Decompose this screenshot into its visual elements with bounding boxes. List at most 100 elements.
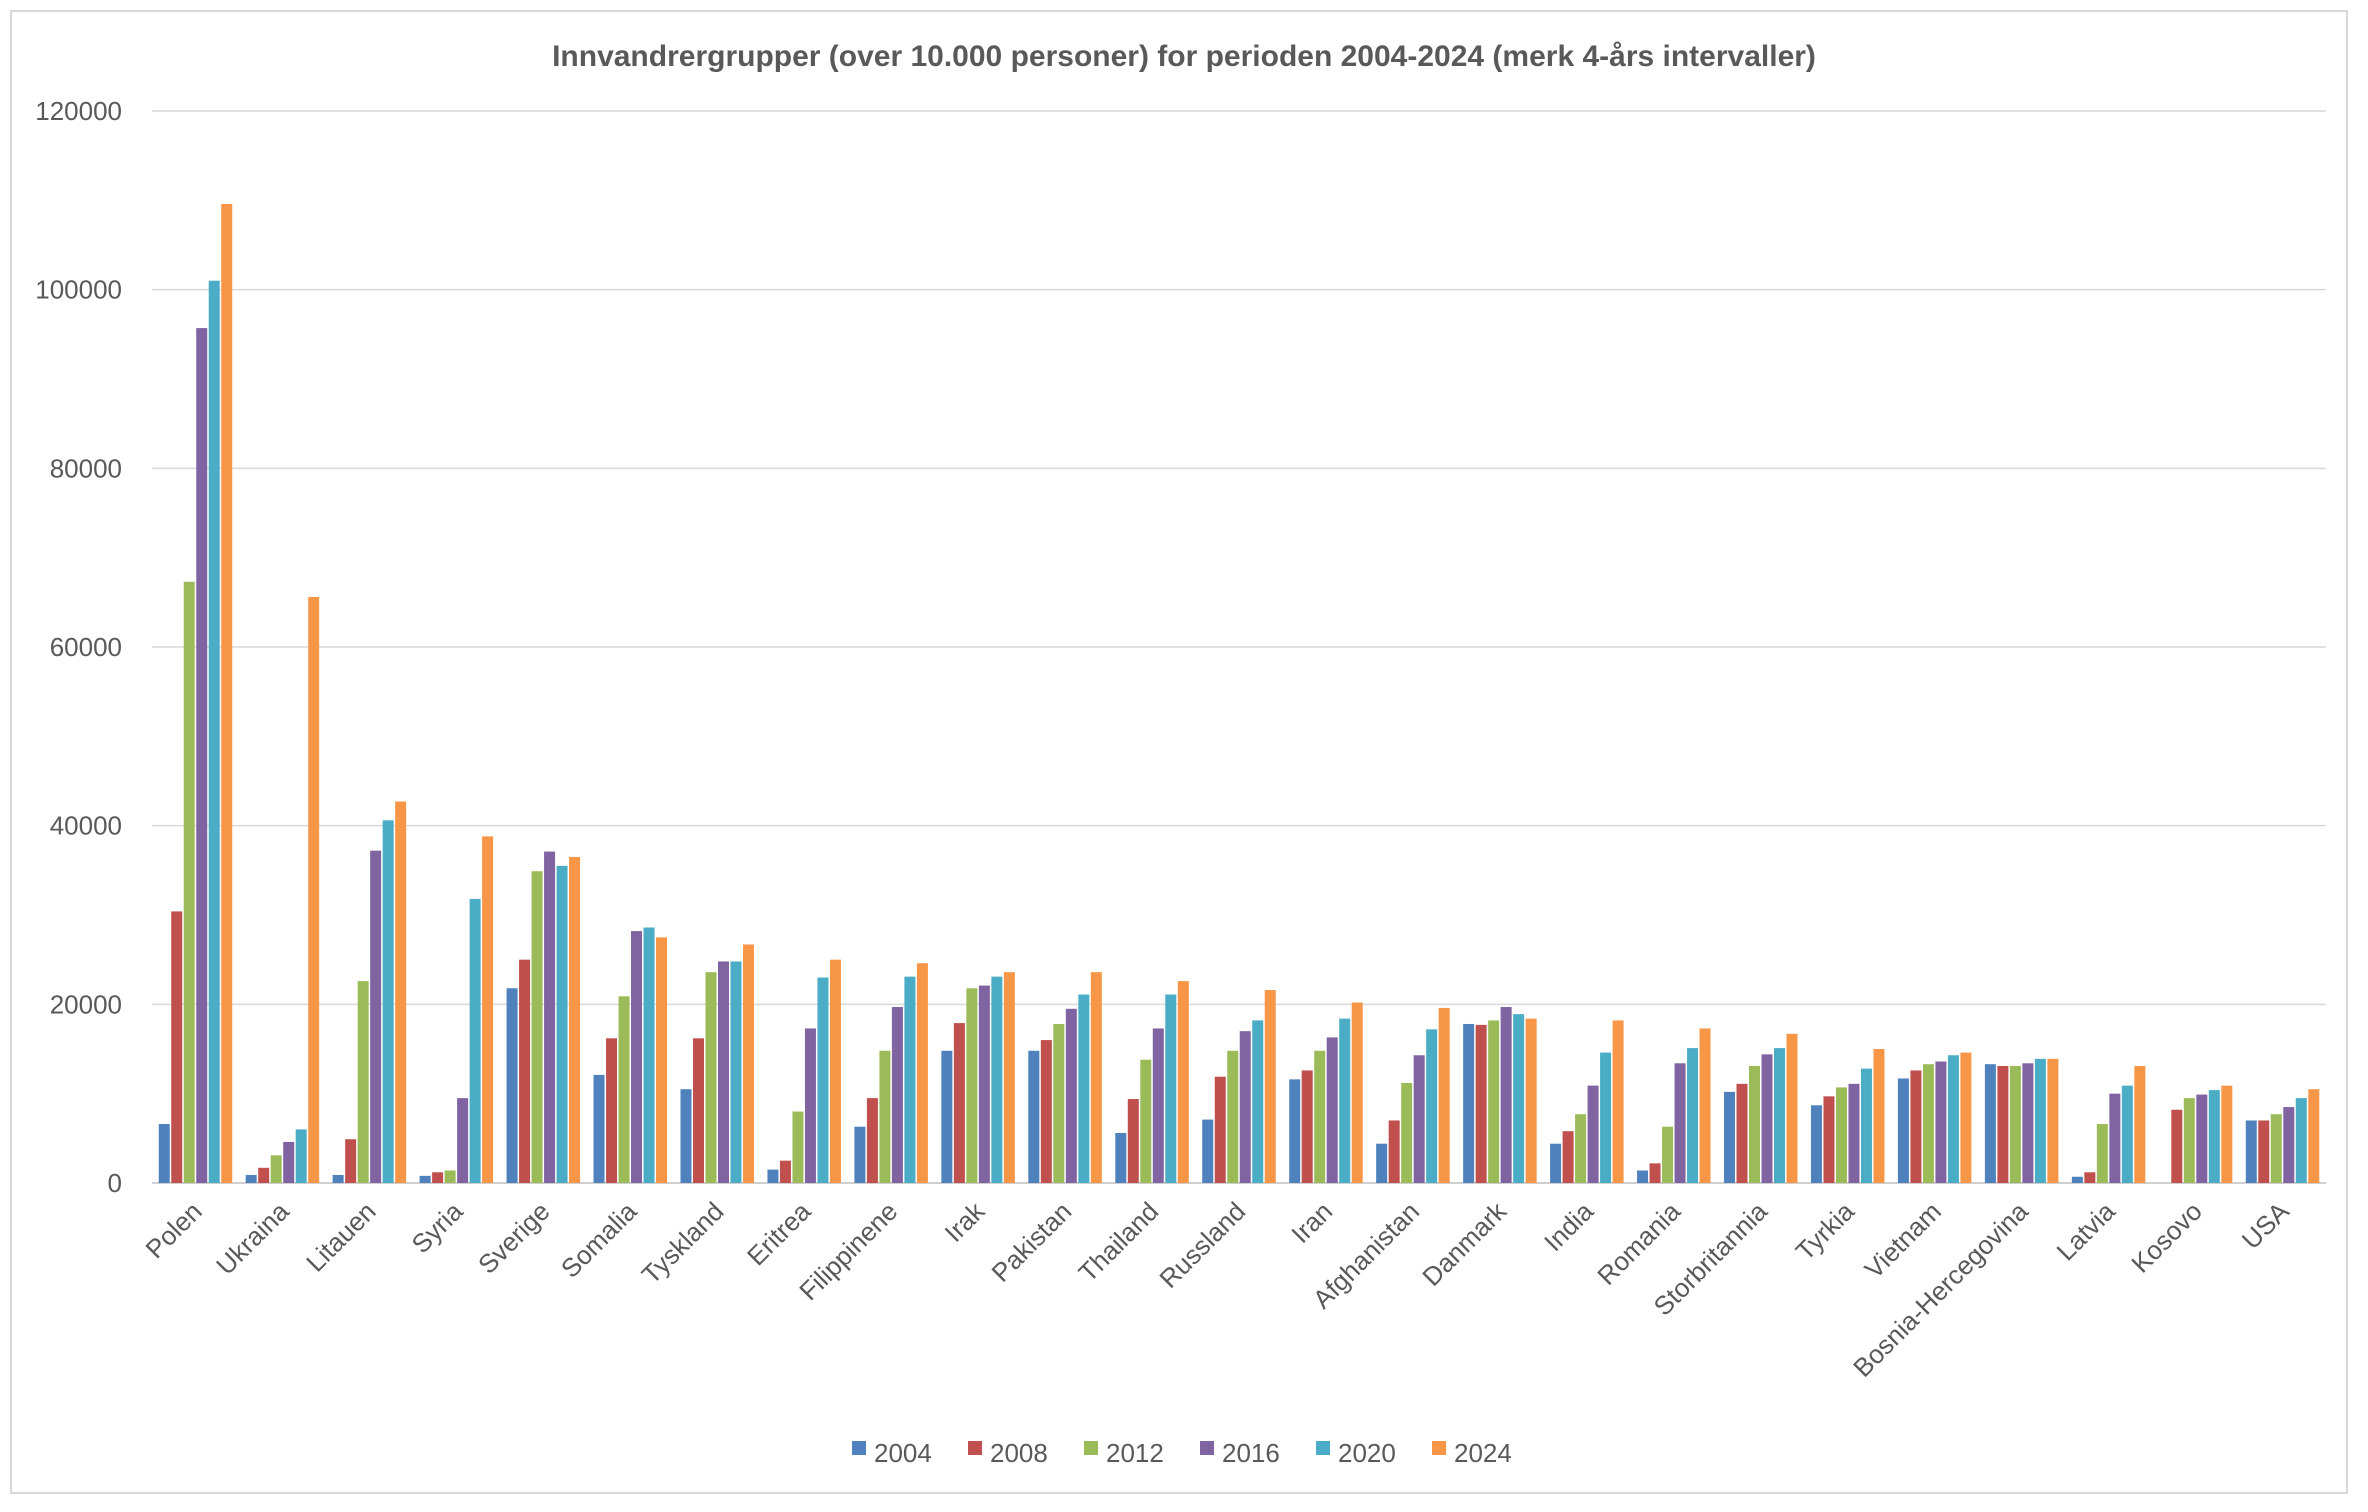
bar-2024-eritrea bbox=[829, 959, 841, 1183]
bar-2012-ukraina bbox=[270, 1155, 282, 1183]
bar-2016-iran bbox=[1326, 1037, 1338, 1183]
bar-2008-litauen bbox=[345, 1139, 357, 1183]
x-tick-label: Ukraina bbox=[210, 1196, 295, 1281]
y-tick-label: 120000 bbox=[35, 96, 122, 126]
bar-2016-somalia bbox=[631, 931, 643, 1183]
bar-2016-india bbox=[1587, 1085, 1599, 1183]
bar-2020-somalia bbox=[643, 927, 655, 1183]
bar-2024-danmark bbox=[1525, 1018, 1537, 1183]
bar-2016-usa bbox=[2283, 1107, 2295, 1183]
bar-2020-tyskland bbox=[730, 961, 742, 1183]
bar-2020-litauen bbox=[382, 820, 394, 1183]
legend-label-2016: 2016 bbox=[1222, 1438, 1280, 1468]
bar-2024-bosnia-hercegovina bbox=[2047, 1058, 2059, 1183]
bar-2004-vietnam bbox=[1897, 1078, 1909, 1183]
bar-2024-romania bbox=[1699, 1028, 1711, 1183]
bar-2012-sverige bbox=[531, 871, 543, 1183]
bar-2012-pakistan bbox=[1053, 1023, 1065, 1183]
bar-2016-litauen bbox=[370, 850, 382, 1183]
bar-2020-romania bbox=[1687, 1048, 1699, 1183]
bar-2024-irak bbox=[1003, 972, 1015, 1183]
bar-2024-usa bbox=[2308, 1089, 2320, 1183]
bar-2016-tyskland bbox=[717, 961, 729, 1183]
x-tick-label: Tyskland bbox=[636, 1196, 730, 1290]
bar-2008-danmark bbox=[1475, 1024, 1487, 1183]
bar-2020-kosovo bbox=[2208, 1090, 2220, 1183]
bar-2012-danmark bbox=[1488, 1020, 1500, 1183]
bar-2012-russland bbox=[1227, 1050, 1239, 1183]
bar-2016-thailand bbox=[1152, 1028, 1164, 1183]
bar-2008-storbritannia bbox=[1736, 1083, 1748, 1183]
bar-2012-vietnam bbox=[1922, 1064, 1934, 1183]
x-tick-label: Bosnia-Hercegovina bbox=[1847, 1196, 2034, 1383]
bar-2004-bosnia-hercegovina bbox=[1984, 1064, 1996, 1183]
bar-2012-tyskland bbox=[705, 972, 717, 1183]
x-tick-label: Kosovo bbox=[2125, 1196, 2208, 1279]
bar-2020-iran bbox=[1339, 1018, 1351, 1183]
legend-label-2024: 2024 bbox=[1454, 1438, 1512, 1468]
bar-2004-polen bbox=[158, 1124, 170, 1183]
bar-2016-sverige bbox=[544, 851, 556, 1183]
bar-2024-litauen bbox=[395, 801, 407, 1183]
bar-2004-ukraina bbox=[245, 1174, 257, 1183]
chart-title: Innvandrergrupper (over 10.000 personer)… bbox=[552, 40, 1816, 73]
bar-2016-pakistan bbox=[1065, 1008, 1077, 1183]
bar-2024-tyrkia bbox=[1873, 1049, 1885, 1183]
bar-2008-tyskland bbox=[692, 1038, 704, 1183]
bar-2020-pakistan bbox=[1078, 994, 1090, 1183]
bar-2024-kosovo bbox=[2221, 1085, 2233, 1183]
bar-2012-romania bbox=[1662, 1126, 1674, 1183]
bar-2024-pakistan bbox=[1090, 972, 1102, 1183]
bar-2004-storbritannia bbox=[1724, 1091, 1736, 1183]
bar-2020-usa bbox=[2295, 1098, 2307, 1183]
legend-label-2004: 2004 bbox=[874, 1438, 932, 1468]
bar-2004-irak bbox=[941, 1050, 953, 1183]
legend-swatch-2016 bbox=[1200, 1441, 1214, 1455]
bar-2008-eritrea bbox=[779, 1160, 791, 1183]
bar-2016-danmark bbox=[1500, 1007, 1512, 1183]
bar-2020-irak bbox=[991, 976, 1003, 1183]
y-tick-label: 100000 bbox=[35, 275, 122, 305]
bar-2012-filippinene bbox=[879, 1050, 891, 1183]
bar-2016-filippinene bbox=[891, 1007, 903, 1183]
bar-2016-latvia bbox=[2109, 1093, 2121, 1183]
bar-2024-latvia bbox=[2134, 1065, 2146, 1183]
x-tick-label: Somalia bbox=[555, 1196, 643, 1284]
bar-2024-somalia bbox=[656, 937, 668, 1183]
x-tick-label: Danmark bbox=[1416, 1195, 1513, 1292]
legend-swatch-2020 bbox=[1316, 1441, 1330, 1455]
bar-2020-latvia bbox=[2121, 1085, 2133, 1183]
bar-2024-tyskland bbox=[742, 944, 754, 1183]
bar-2004-iran bbox=[1289, 1079, 1301, 1183]
bar-2004-latvia bbox=[2071, 1176, 2083, 1183]
bar-2016-irak bbox=[978, 985, 990, 1183]
bar-2024-iran bbox=[1351, 1002, 1363, 1183]
bar-2020-eritrea bbox=[817, 977, 829, 1183]
bar-2012-syria bbox=[444, 1170, 456, 1183]
legend-swatch-2008 bbox=[968, 1441, 982, 1455]
bar-2008-vietnam bbox=[1910, 1070, 1922, 1183]
bar-2004-litauen bbox=[332, 1174, 344, 1183]
bar-2012-eritrea bbox=[792, 1111, 804, 1183]
bar-2012-irak bbox=[966, 988, 978, 1183]
bar-2008-somalia bbox=[606, 1038, 618, 1183]
bar-2008-afghanistan bbox=[1388, 1120, 1400, 1183]
bar-2020-tyrkia bbox=[1860, 1068, 1872, 1183]
bar-2012-polen bbox=[183, 581, 195, 1183]
x-tick-label: Eritrea bbox=[741, 1196, 817, 1272]
x-tick-label: USA bbox=[2236, 1196, 2295, 1255]
bar-2020-bosnia-hercegovina bbox=[2034, 1058, 2046, 1183]
bar-2020-filippinene bbox=[904, 976, 916, 1183]
bar-2008-ukraina bbox=[258, 1167, 270, 1183]
bar-2012-tyrkia bbox=[1835, 1087, 1847, 1183]
bar-2008-irak bbox=[953, 1023, 965, 1183]
x-tick-label: Polen bbox=[139, 1196, 207, 1264]
x-tick-label: India bbox=[1538, 1196, 1599, 1257]
bar-2008-pakistan bbox=[1040, 1040, 1052, 1183]
bar-2004-russland bbox=[1202, 1119, 1214, 1183]
bar-2008-filippinene bbox=[866, 1098, 878, 1183]
bar-2020-russland bbox=[1252, 1020, 1264, 1183]
bar-2016-polen bbox=[196, 328, 208, 1184]
bar-2024-russland bbox=[1264, 990, 1276, 1183]
